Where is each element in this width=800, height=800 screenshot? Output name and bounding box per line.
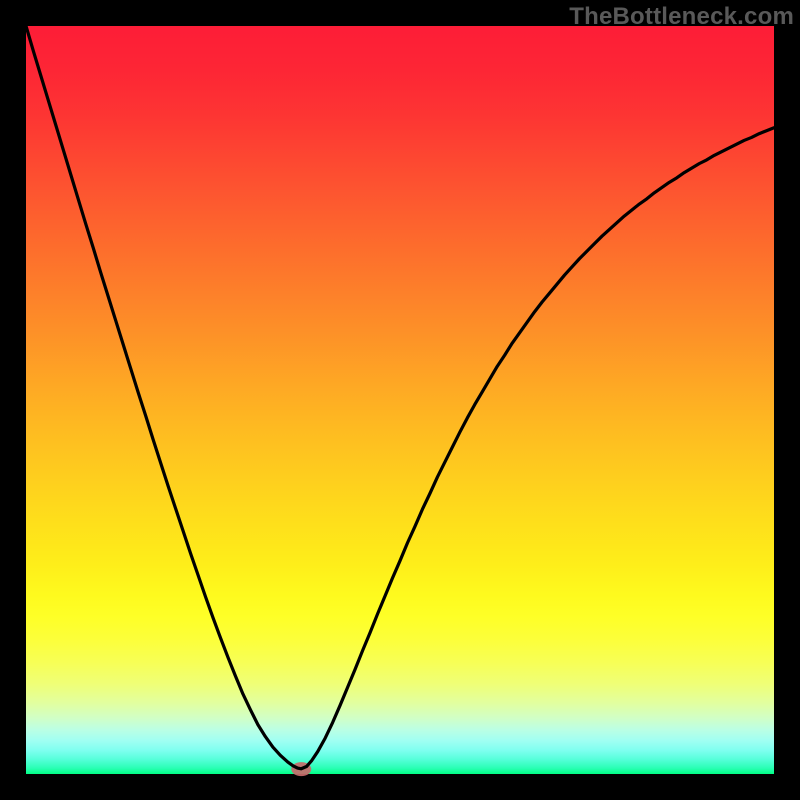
watermark-label: TheBottleneck.com [569,3,794,31]
plot-background [26,26,774,774]
